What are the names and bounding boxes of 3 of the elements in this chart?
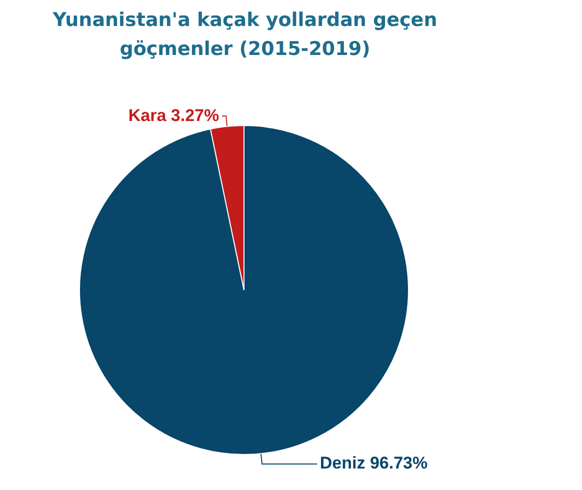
slice-label: Deniz 96.73% [320, 453, 428, 472]
chart-title: Yunanistan'a kaçak yollardan geçen göçmenler (2015-2019) [52, 8, 438, 62]
slice-label: Kara 3.27% [128, 106, 220, 126]
